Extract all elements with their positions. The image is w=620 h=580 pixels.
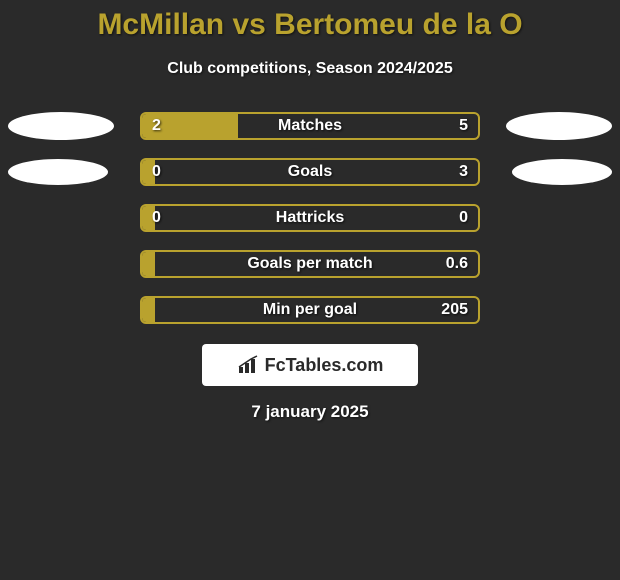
comparison-title: McMillan vs Bertomeu de la O <box>0 0 620 42</box>
stat-value-left: 0 <box>152 209 161 227</box>
player-photo-left <box>8 159 108 185</box>
stat-value-right: 205 <box>441 301 468 319</box>
stat-bar: 2 Matches 5 <box>140 112 480 140</box>
stat-value-right: 0 <box>459 209 468 227</box>
stat-label: Min per goal <box>263 301 357 319</box>
stat-row: 0 Goals 3 <box>0 158 620 186</box>
stat-bar: 0 Goals 3 <box>140 158 480 186</box>
stat-row: Min per goal 205 <box>0 296 620 324</box>
stats-container: 2 Matches 5 0 Goals 3 0 Hattricks 0 Goals per mat… <box>0 112 620 324</box>
bars-icon <box>237 355 261 375</box>
stat-value-right: 0.6 <box>446 255 468 273</box>
stat-bar: 0 Hattricks 0 <box>140 204 480 232</box>
snapshot-date: 7 january 2025 <box>0 402 620 422</box>
stat-bar: Goals per match 0.6 <box>140 250 480 278</box>
stat-label: Goals <box>288 163 332 181</box>
stat-row: 2 Matches 5 <box>0 112 620 140</box>
stat-value-right: 3 <box>459 163 468 181</box>
stat-value-left: 0 <box>152 163 161 181</box>
logo-text: FcTables.com <box>265 355 384 376</box>
stat-bar-fill <box>142 252 155 276</box>
stat-value-left: 2 <box>152 117 161 135</box>
stat-label: Goals per match <box>247 255 372 273</box>
stat-bar-fill <box>142 298 155 322</box>
stat-bar: Min per goal 205 <box>140 296 480 324</box>
player-photo-right <box>506 112 612 140</box>
stat-label: Matches <box>278 117 342 135</box>
stat-value-right: 5 <box>459 117 468 135</box>
fctables-logo: FcTables.com <box>202 344 418 386</box>
comparison-subtitle: Club competitions, Season 2024/2025 <box>0 60 620 78</box>
stat-row: Goals per match 0.6 <box>0 250 620 278</box>
player-photo-left <box>8 112 114 140</box>
player-photo-right <box>512 159 612 185</box>
stat-row: 0 Hattricks 0 <box>0 204 620 232</box>
stat-label: Hattricks <box>276 209 344 227</box>
